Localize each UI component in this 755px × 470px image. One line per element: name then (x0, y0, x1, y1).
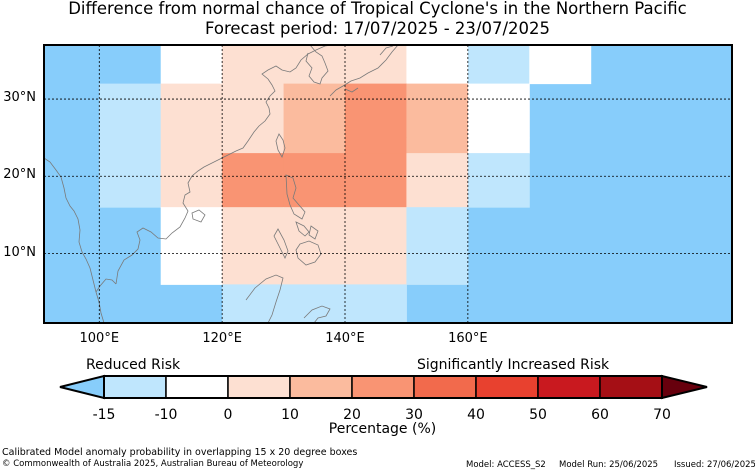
probability-cell (283, 83, 346, 139)
probability-cell (222, 207, 285, 285)
colorbar-segment (351, 375, 415, 399)
footer-issued: Issued: 27/06/2025 (674, 460, 755, 470)
colorbar-segment (537, 375, 601, 399)
colorbar-over-arrow (661, 374, 708, 400)
probability-cell (222, 137, 285, 154)
probability-cell (467, 45, 530, 85)
lat-tick-label: 10°N (3, 244, 36, 260)
coastline-korea (305, 45, 329, 85)
probability-cell (283, 207, 346, 285)
footer-description: Calibrated Model anomaly probability in … (2, 447, 358, 458)
probability-cell (406, 207, 469, 285)
probability-cell (406, 45, 469, 85)
footer-model-run: Model Run: 25/06/2025 (559, 460, 659, 470)
colorbar-under-arrow (59, 374, 105, 400)
probability-cell (160, 137, 223, 154)
colorbar-tick-label: 60 (591, 407, 609, 423)
gridlines (44, 45, 732, 323)
probability-cell (160, 45, 223, 85)
probability-cell (345, 153, 407, 208)
colorbar-segment (103, 375, 167, 399)
coastline-philippines (273, 174, 322, 266)
colorbar-segment (227, 375, 291, 399)
colorbar-tick-label: 50 (529, 407, 547, 423)
probability-cells (44, 45, 732, 323)
probability-cell (283, 137, 346, 154)
probability-cell (160, 153, 223, 208)
coastline-borneo (245, 274, 284, 323)
probability-cell (467, 83, 530, 139)
coastline-sulawesi (303, 305, 331, 323)
lon-tick-label: 120°E (202, 331, 242, 346)
colorbar-tick-label: 30 (405, 407, 423, 423)
lon-tick-label: 100°E (79, 331, 120, 346)
colorbar-tick-label: 10 (281, 407, 299, 423)
colorbar-segment (165, 375, 229, 399)
colorbar-tick-label: -10 (154, 407, 178, 423)
probability-cell (283, 153, 346, 208)
probability-cell (345, 284, 407, 323)
probability-cell (99, 153, 162, 208)
probability-cell (222, 153, 285, 208)
colorbar-axis-label: Percentage (%) (328, 421, 437, 437)
probability-cell (99, 137, 162, 154)
probability-cell (222, 45, 285, 85)
lat-tick-label: 20°N (3, 167, 36, 183)
probability-cell (406, 83, 469, 139)
probability-cell (160, 83, 223, 139)
footer-model: Model: ACCESS_S2 (466, 460, 546, 470)
colorbar-segment (289, 375, 353, 399)
probability-cell (222, 83, 285, 139)
probability-cell (283, 45, 346, 85)
colorbar-frame (103, 375, 663, 399)
colorbar-tick-label: -15 (92, 407, 116, 423)
probability-cell (345, 207, 407, 285)
lat-tick-label: 30°N (3, 90, 36, 106)
coastline-taiwan (275, 133, 286, 158)
colorbar-tick-label: 40 (467, 407, 485, 423)
colorbar-segment (475, 375, 539, 399)
colorbar-tick-label: 20 (343, 407, 361, 423)
coastline-hainan (191, 209, 206, 223)
probability-cell (345, 45, 407, 85)
probability-cell (467, 137, 530, 154)
probability-cell (406, 137, 469, 154)
probability-cell (406, 153, 469, 208)
colorbar-segment (413, 375, 477, 399)
lon-tick-label: 160°E (448, 331, 488, 346)
coastlines (44, 45, 399, 323)
colorbar-tick-label: 0 (223, 407, 233, 423)
probability-cell (345, 137, 407, 154)
colorbar-tick-label: 70 (653, 407, 671, 423)
coastline-japan (329, 45, 399, 97)
coastline-mainland (44, 45, 333, 323)
probability-cell (467, 153, 530, 208)
increased-risk-label: Significantly Increased Risk (417, 357, 610, 373)
lon-tick-label: 140°E (325, 331, 365, 346)
forecast-period: Forecast period: 17/07/2025 - 23/07/2025 (204, 19, 551, 38)
probability-cell (529, 45, 592, 85)
map-frame (43, 44, 733, 324)
probability-cell (345, 83, 407, 139)
footer-copyright: © Commonwealth of Australia 2025, Austra… (2, 459, 304, 469)
map-title: Difference from normal chance of Tropica… (68, 0, 687, 18)
probability-cell (160, 207, 223, 285)
colorbar-segment (599, 375, 663, 399)
colorbar (59, 374, 708, 400)
reduced-risk-label: Reduced Risk (86, 357, 181, 373)
probability-cell (99, 83, 162, 139)
probability-cell (283, 284, 346, 323)
